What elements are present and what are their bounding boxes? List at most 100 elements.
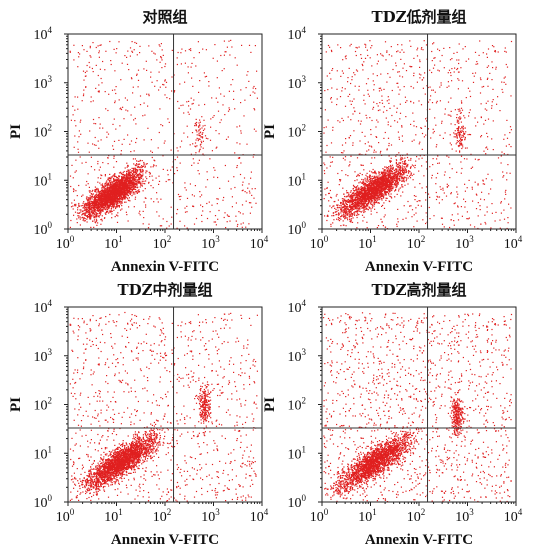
data-point xyxy=(371,182,373,184)
data-point xyxy=(77,148,79,150)
data-point xyxy=(127,134,129,136)
data-point xyxy=(216,203,218,205)
data-point xyxy=(121,181,123,183)
data-point xyxy=(71,164,73,166)
data-point xyxy=(121,182,123,185)
data-point xyxy=(343,208,345,211)
data-point xyxy=(83,204,85,206)
data-point xyxy=(103,191,105,193)
data-point xyxy=(181,48,183,50)
data-point xyxy=(161,49,163,51)
data-point xyxy=(383,169,385,171)
data-point xyxy=(389,170,391,172)
data-point xyxy=(101,198,103,200)
data-point xyxy=(340,210,342,212)
data-point xyxy=(131,51,134,53)
data-point xyxy=(93,197,95,199)
data-point xyxy=(342,211,344,213)
data-point xyxy=(88,205,90,207)
data-point xyxy=(133,172,135,174)
data-point xyxy=(399,167,401,169)
data-point xyxy=(123,196,126,198)
data-point xyxy=(123,176,125,178)
data-point xyxy=(118,194,120,196)
data-point xyxy=(346,195,348,197)
data-point xyxy=(146,93,148,95)
data-point xyxy=(88,199,90,201)
data-point xyxy=(78,215,80,217)
data-point xyxy=(85,211,88,213)
data-point xyxy=(89,206,91,208)
data-point xyxy=(113,183,116,185)
data-point xyxy=(112,205,114,207)
data-point xyxy=(97,206,99,208)
data-point xyxy=(366,207,368,209)
data-point xyxy=(131,179,133,181)
data-point xyxy=(194,145,196,147)
data-point xyxy=(100,197,102,200)
data-point xyxy=(389,191,391,193)
data-point xyxy=(372,192,374,194)
data-point xyxy=(86,198,88,200)
data-point xyxy=(371,178,373,180)
data-point xyxy=(88,204,90,206)
data-point xyxy=(94,136,96,139)
data-point xyxy=(76,222,78,224)
data-point xyxy=(97,200,99,202)
data-point xyxy=(107,208,109,210)
data-point xyxy=(329,189,331,192)
data-point xyxy=(354,202,356,204)
data-point xyxy=(373,205,375,207)
data-point xyxy=(133,171,135,173)
data-point xyxy=(389,173,391,175)
data-point xyxy=(405,165,408,167)
data-point xyxy=(342,207,344,209)
data-point xyxy=(245,200,247,202)
data-point xyxy=(97,90,99,93)
data-point xyxy=(212,116,214,118)
data-point xyxy=(402,180,404,182)
data-point xyxy=(110,176,112,178)
data-point xyxy=(93,207,95,209)
data-point xyxy=(91,190,93,193)
data-point xyxy=(142,171,144,173)
data-point xyxy=(188,105,190,107)
data-point xyxy=(100,177,102,179)
data-point xyxy=(106,210,108,212)
data-point xyxy=(374,182,376,184)
data-point xyxy=(115,52,117,54)
data-point xyxy=(362,210,364,212)
data-point xyxy=(73,214,75,216)
data-point xyxy=(138,176,140,178)
data-point xyxy=(105,195,107,197)
data-point xyxy=(198,149,201,151)
data-point xyxy=(356,212,359,214)
data-point xyxy=(246,143,248,145)
data-point xyxy=(106,201,108,203)
data-point xyxy=(353,208,355,210)
data-point xyxy=(201,116,203,118)
data-point xyxy=(129,188,131,190)
data-point xyxy=(364,204,366,206)
data-point xyxy=(81,45,83,47)
data-point xyxy=(100,139,102,141)
data-point xyxy=(390,170,392,172)
data-point xyxy=(96,208,98,210)
data-point xyxy=(188,48,190,51)
data-point xyxy=(107,196,109,198)
data-point xyxy=(208,81,210,83)
data-point xyxy=(155,177,157,179)
data-point xyxy=(128,185,130,187)
data-point xyxy=(106,187,108,189)
data-point xyxy=(128,191,130,193)
data-point xyxy=(104,182,106,185)
data-point xyxy=(113,157,115,159)
data-point xyxy=(240,102,242,104)
data-point xyxy=(392,166,394,168)
data-point xyxy=(374,192,376,194)
data-point xyxy=(178,196,180,198)
data-point xyxy=(172,182,174,184)
data-point xyxy=(120,191,122,193)
data-point xyxy=(83,207,85,209)
data-point xyxy=(109,194,111,196)
